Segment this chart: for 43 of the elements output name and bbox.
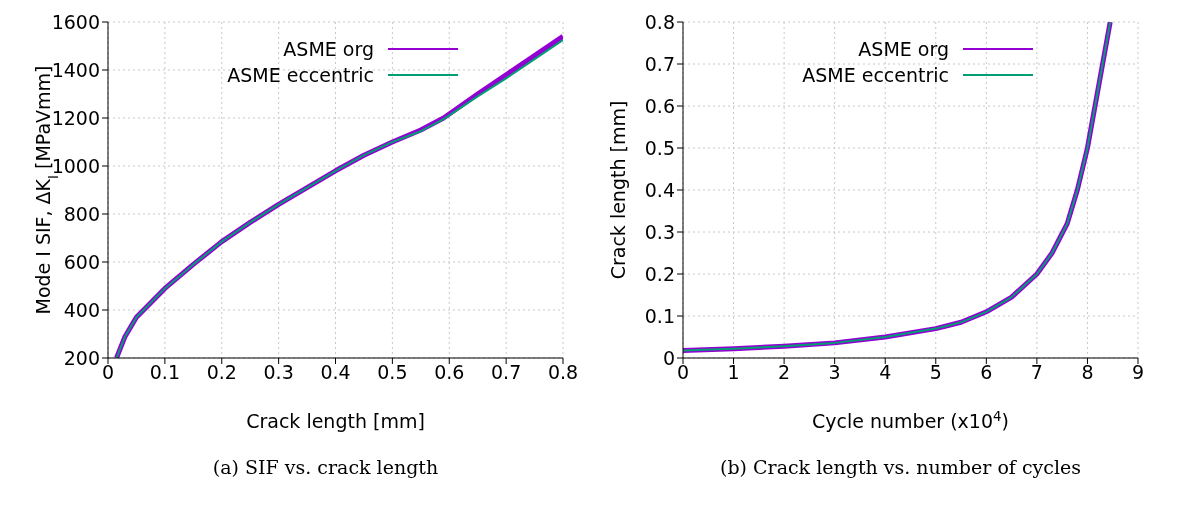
legend-label: ASME org [283, 37, 374, 62]
x-tick-label: 9 [1131, 361, 1145, 384]
x-tick-label: 0.8 [547, 361, 579, 384]
y-axis-title: Crack length [mm] [607, 100, 629, 280]
y-tick-label: 400 [63, 298, 100, 321]
x-tick-label: 8 [1081, 361, 1094, 384]
y-tick-label: 0.5 [644, 136, 675, 159]
x-tick-label: 6 [980, 361, 993, 384]
x-axis-title: Cycle number (x10$^{4}$) [812, 408, 1009, 432]
y-tick-label: 0 [662, 346, 675, 369]
y-tick-label: 200 [63, 346, 100, 369]
y-tick-label: 0.8 [644, 10, 675, 33]
legend-label: ASME eccentric [802, 63, 949, 88]
y-tick-label: 0.2 [644, 262, 675, 285]
x-tick-label: 7 [1030, 361, 1043, 384]
y-tick-label: 1200 [51, 106, 100, 129]
x-tick-label: 0.6 [434, 361, 465, 384]
y-tick-label: 600 [63, 250, 100, 273]
x-tick-label: 0.1 [149, 361, 180, 384]
x-tick-label: 0.3 [263, 361, 294, 384]
text: (b) Crack length vs. number of cycles [719, 456, 1082, 478]
x-tick-label: 5 [929, 361, 942, 384]
y-tick-label: 1600 [51, 10, 100, 33]
y-tick-label: 0.7 [644, 52, 675, 75]
x-tick-label: 2 [778, 361, 791, 384]
x-tick-label: 0.4 [320, 361, 351, 384]
x-tick-label: 0 [101, 361, 115, 384]
x-tick-label: 4 [879, 361, 892, 384]
x-tick-label: 1 [727, 361, 740, 384]
x-tick-label: 0.7 [491, 361, 522, 384]
x-tick-label: 0 [676, 361, 690, 384]
x-axis-title: Crack length [mm] [246, 410, 425, 432]
y-tick-label: 0.3 [644, 220, 675, 243]
y-tick-label: 0.1 [644, 304, 675, 327]
y-tick-label: 0.6 [644, 94, 675, 117]
x-tick-label: 0.5 [377, 361, 408, 384]
x-tick-label: 0.2 [206, 361, 237, 384]
legend-label: ASME org [858, 37, 949, 62]
x-tick-label: 3 [828, 361, 841, 384]
y-tick-label: 800 [63, 202, 100, 225]
text: (a) SIF vs. crack length [211, 456, 440, 478]
legend-label: ASME eccentric [227, 63, 374, 88]
y-tick-label: 0.4 [644, 178, 675, 201]
